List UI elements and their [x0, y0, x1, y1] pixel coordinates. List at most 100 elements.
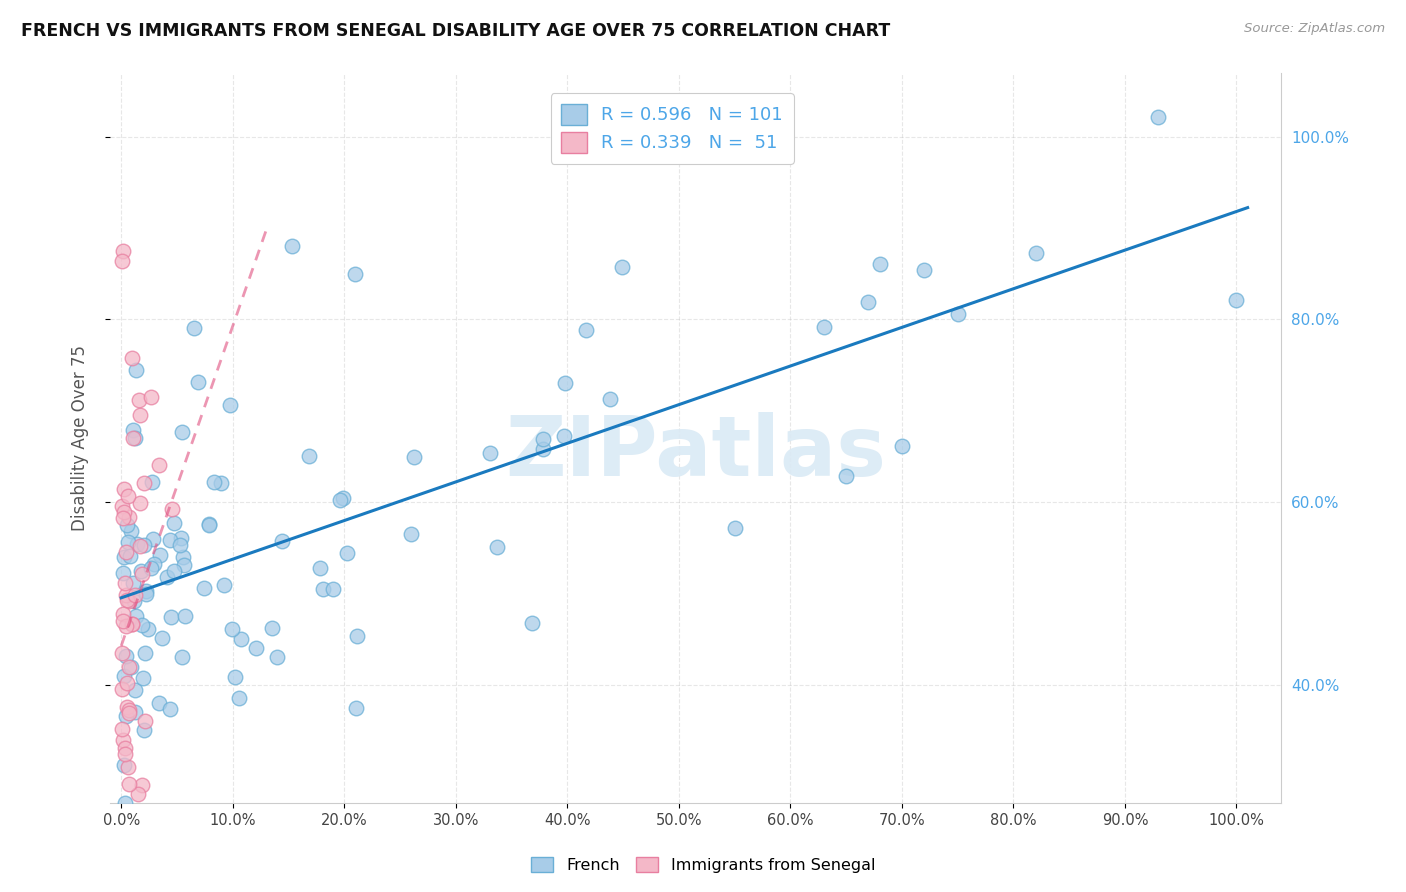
Point	[134, 475, 156, 490]
Point	[229, 632, 252, 646]
Point	[346, 629, 368, 643]
Point	[128, 393, 150, 408]
Point	[122, 431, 145, 445]
Point	[114, 796, 136, 810]
Point	[112, 757, 135, 772]
Point	[553, 429, 575, 443]
Point	[173, 608, 195, 623]
Point	[134, 646, 156, 660]
Text: FRENCH VS IMMIGRANTS FROM SENEGAL DISABILITY AGE OVER 75 CORRELATION CHART: FRENCH VS IMMIGRANTS FROM SENEGAL DISABI…	[21, 22, 890, 40]
Point	[114, 741, 136, 756]
Point	[399, 526, 422, 541]
Point	[245, 641, 267, 656]
Point	[112, 505, 135, 519]
Point	[121, 617, 143, 632]
Point	[159, 533, 181, 548]
Point	[170, 531, 193, 545]
Point	[1225, 293, 1247, 307]
Point	[159, 701, 181, 715]
Point	[121, 617, 143, 632]
Point	[183, 320, 205, 334]
Point	[336, 546, 359, 560]
Point	[160, 502, 183, 516]
Point	[118, 706, 141, 721]
Point	[209, 476, 232, 491]
Point	[890, 439, 912, 453]
Point	[115, 589, 138, 603]
Point	[221, 622, 243, 636]
Point	[270, 533, 292, 548]
Legend: R = 0.596   N = 101, R = 0.339   N =  51: R = 0.596 N = 101, R = 0.339 N = 51	[551, 93, 793, 163]
Point	[281, 239, 304, 253]
Point	[118, 549, 141, 563]
Legend: French, Immigrants from Senegal: French, Immigrants from Senegal	[524, 851, 882, 880]
Point	[125, 608, 148, 623]
Point	[485, 541, 508, 555]
Point	[121, 575, 143, 590]
Point	[111, 566, 134, 581]
Point	[142, 533, 165, 547]
Point	[141, 390, 163, 404]
Point	[148, 696, 170, 710]
Point	[122, 594, 145, 608]
Point	[332, 491, 354, 505]
Point	[135, 587, 157, 601]
Point	[117, 517, 139, 532]
Point	[111, 254, 134, 268]
Point	[127, 787, 149, 801]
Point	[169, 538, 191, 552]
Point	[125, 363, 148, 377]
Point	[135, 584, 157, 599]
Point	[198, 518, 221, 533]
Point	[112, 549, 135, 564]
Point	[128, 496, 150, 510]
Point	[134, 714, 156, 728]
Point	[112, 669, 135, 683]
Point	[121, 351, 143, 365]
Point	[112, 244, 135, 258]
Point	[228, 690, 250, 705]
Point	[198, 516, 221, 531]
Point	[111, 682, 134, 697]
Point	[531, 442, 554, 457]
Point	[520, 615, 543, 630]
Point	[172, 425, 194, 439]
Point	[193, 582, 215, 596]
Point	[115, 648, 138, 663]
Y-axis label: Disability Age Over 75: Disability Age Over 75	[72, 345, 89, 531]
Text: ZIPatlas: ZIPatlas	[505, 412, 886, 493]
Point	[212, 578, 235, 592]
Point	[141, 475, 163, 489]
Point	[121, 423, 143, 437]
Point	[111, 646, 134, 660]
Point	[114, 854, 136, 868]
Text: Source: ZipAtlas.com: Source: ZipAtlas.com	[1244, 22, 1385, 36]
Point	[129, 564, 152, 578]
Point	[202, 475, 225, 490]
Point	[111, 722, 134, 736]
Point	[946, 307, 969, 321]
Point	[127, 537, 149, 551]
Point	[163, 564, 186, 578]
Point	[343, 267, 366, 281]
Point	[131, 778, 153, 792]
Point	[149, 548, 172, 562]
Point	[111, 510, 134, 524]
Point	[554, 376, 576, 391]
Point	[311, 582, 333, 596]
Point	[134, 538, 156, 552]
Point	[329, 493, 352, 508]
Point	[260, 621, 283, 635]
Point	[117, 592, 139, 607]
Point	[187, 375, 209, 389]
Point	[218, 398, 240, 412]
Point	[124, 683, 146, 698]
Point	[599, 392, 621, 406]
Point	[115, 675, 138, 690]
Point	[156, 570, 179, 584]
Point	[858, 295, 880, 310]
Point	[224, 670, 246, 684]
Point	[118, 594, 141, 608]
Point	[115, 619, 138, 633]
Point	[115, 544, 138, 558]
